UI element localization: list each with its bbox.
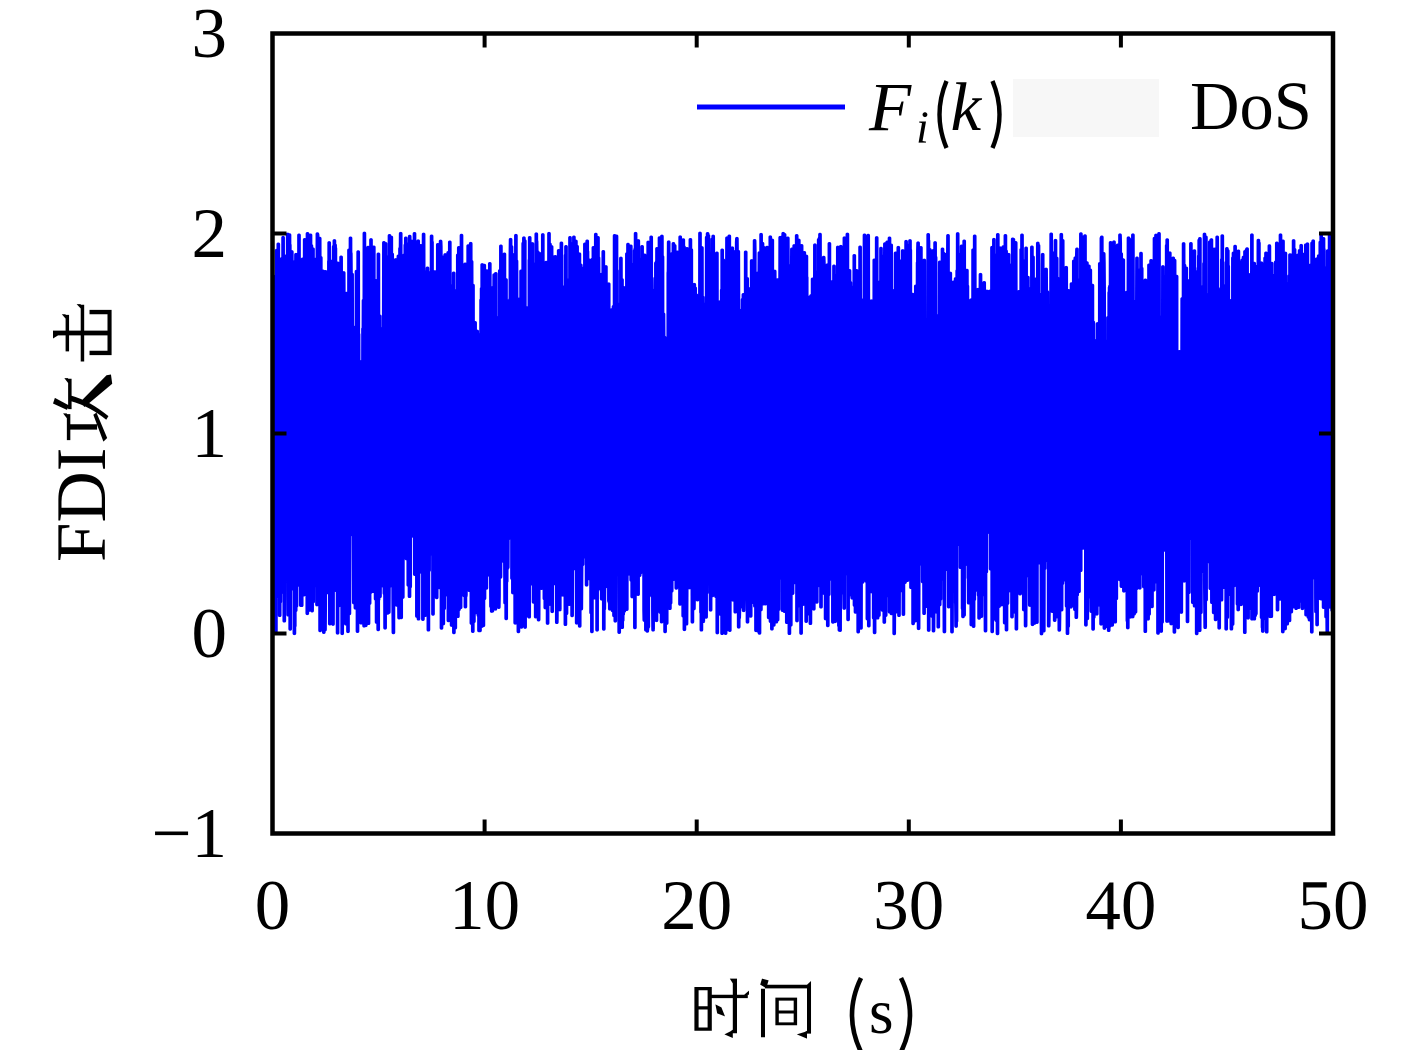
svg-text:20: 20 (661, 867, 732, 945)
svg-text:i: i (916, 102, 929, 153)
svg-text:40: 40 (1085, 867, 1156, 945)
svg-text:k: k (951, 69, 983, 145)
svg-text:30: 30 (873, 867, 944, 945)
svg-text:FDI: FDI (43, 448, 121, 562)
svg-text:F: F (868, 70, 912, 146)
svg-text:s: s (869, 977, 894, 1047)
svg-text:−1: −1 (151, 795, 227, 873)
svg-text:DoS: DoS (1190, 68, 1312, 144)
svg-text:2: 2 (192, 195, 228, 273)
svg-text:0: 0 (255, 867, 291, 945)
svg-text:50: 50 (1298, 867, 1369, 945)
svg-text:0: 0 (192, 595, 228, 673)
svg-text:10: 10 (449, 867, 520, 945)
svg-text:1: 1 (192, 395, 228, 473)
svg-text:3: 3 (192, 0, 228, 73)
